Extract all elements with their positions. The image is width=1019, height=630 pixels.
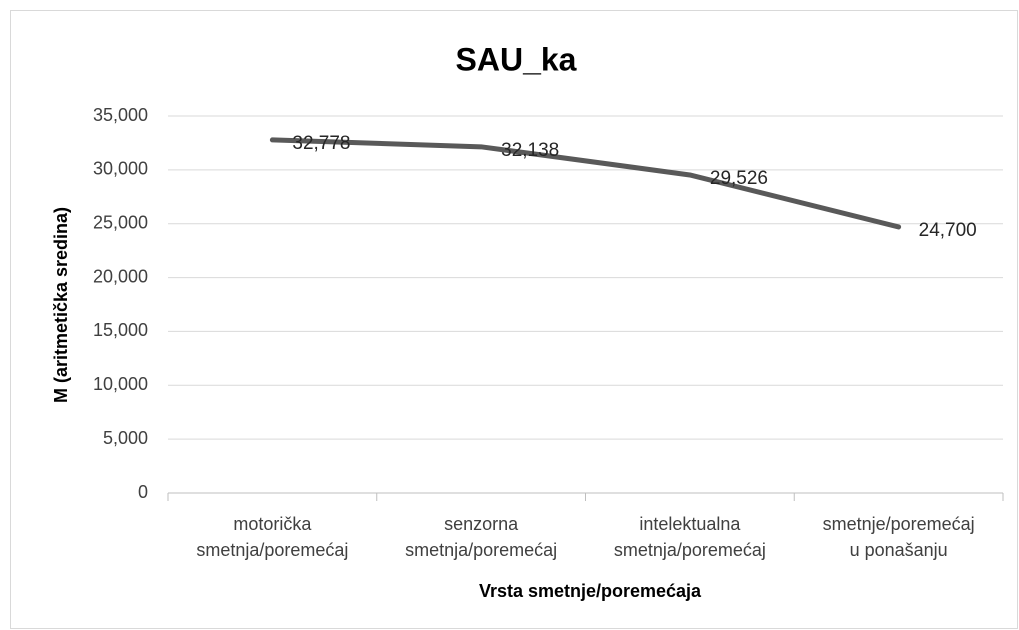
x-tick-label: smetnja/poremećaj: [405, 540, 557, 560]
x-tick-label: motorička: [233, 514, 312, 534]
y-tick-label: 5,000: [103, 428, 148, 448]
y-tick-label: 15,000: [93, 320, 148, 340]
y-axis-title: M (aritmetička sredina): [51, 207, 71, 403]
x-tick-label: smetnja/poremećaj: [196, 540, 348, 560]
data-label: 32,778: [292, 133, 350, 154]
y-tick-label: 20,000: [93, 266, 148, 286]
x-tick-label: u ponašanju: [850, 540, 948, 560]
chart-title: SAU_ka: [456, 41, 577, 77]
y-tick-label: 0: [138, 482, 148, 502]
y-tick-label: 30,000: [93, 159, 148, 179]
data-label: 24,700: [919, 220, 977, 241]
data-label: 32,138: [501, 140, 559, 161]
y-tick-label: 35,000: [93, 105, 148, 125]
x-axis-title: Vrsta smetnje/poremećaja: [479, 581, 702, 601]
y-tick-label: 10,000: [93, 374, 148, 394]
x-tick-label: smetnje/poremećaj: [823, 514, 975, 534]
chart-border: [10, 10, 1018, 629]
x-tick-label: intelektualna: [639, 514, 741, 534]
data-line: [269, 137, 902, 230]
data-label: 29,526: [710, 168, 768, 189]
x-tick-label: smetnja/poremećaj: [614, 540, 766, 560]
x-tick-label: senzorna: [444, 514, 519, 534]
y-tick-label: 25,000: [93, 212, 148, 232]
